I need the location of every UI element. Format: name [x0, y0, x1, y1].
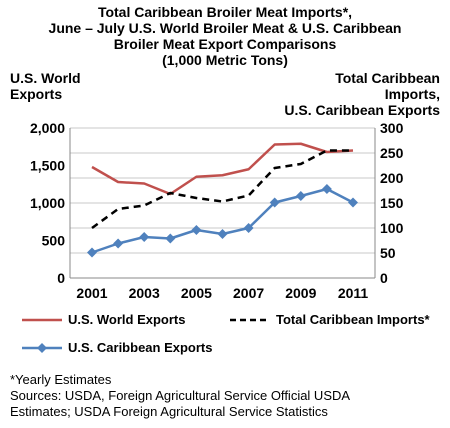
title-line-4: (1,000 Metric Tons): [162, 52, 288, 68]
footnote-line-2: Sources: USDA, Foreign Agricultural Serv…: [10, 388, 351, 403]
data-point-marker: [295, 191, 306, 201]
left-tick-label: 1,500: [30, 158, 65, 174]
legend-label-us-world-exports: U.S. World Exports: [68, 312, 186, 327]
left-axis-label: U.S. World Exports: [10, 70, 81, 102]
x-tick-label: 2009: [285, 285, 316, 301]
data-point-marker: [348, 197, 358, 208]
legend-swatch-dashed-line: [230, 318, 270, 321]
footnote-line-1: *Yearly Estimates: [10, 372, 112, 387]
data-point-marker: [165, 233, 176, 244]
legend-item-us-caribbean-exports: U.S. Caribbean Exports: [22, 340, 212, 355]
left-tick-label: 500: [42, 233, 66, 249]
legend-label-us-caribbean-exports: U.S. Caribbean Exports: [68, 340, 213, 355]
right-axis-label-line-3: U.S. Caribbean Exports: [284, 102, 440, 118]
right-axis-label: Total Caribbean Imports, U.S. Caribbean …: [284, 70, 440, 118]
data-point-marker: [217, 229, 228, 239]
chart-title: Total Caribbean Broiler Meat Imports*, J…: [0, 4, 450, 68]
legend-swatch-blue-marker-line: [22, 342, 62, 353]
title-line-1: Total Caribbean Broiler Meat Imports*,: [97, 4, 353, 20]
x-tick-label: 2001: [76, 285, 107, 301]
left-tick-label: 1,000: [30, 195, 65, 211]
x-tick-label: 2003: [129, 285, 160, 301]
series-line-0: [91, 142, 354, 196]
data-point-marker: [87, 247, 97, 258]
right-tick-label: 200: [380, 170, 404, 186]
legend-label-total-caribbean-imports: Total Caribbean Imports*: [276, 312, 430, 327]
data-point-marker: [243, 223, 254, 233]
right-axis-label-line-2: Imports,: [384, 86, 440, 102]
left-axis-label-line-2: Exports: [10, 86, 63, 102]
x-tick-label: 2007: [233, 285, 264, 301]
data-point-marker: [321, 184, 332, 194]
right-tick-label: 300: [380, 120, 404, 136]
x-tick-label: 2011: [338, 285, 369, 301]
right-tick-label: 250: [380, 145, 404, 161]
data-point-marker: [139, 232, 150, 242]
series-line-2: [91, 187, 354, 254]
footnote-line-3: Estimates; USDA Foreign Agricultural Ser…: [10, 404, 328, 419]
title-line-3: Broiler Meat Export Comparisons: [113, 36, 337, 52]
legend-item-us-world-exports: U.S. World Exports: [22, 312, 186, 327]
footnote: *Yearly Estimates Sources: USDA, Foreign…: [10, 372, 350, 420]
data-point-marker: [113, 238, 124, 249]
left-tick-label: 0: [57, 270, 65, 286]
data-point-marker: [191, 225, 202, 235]
legend-item-total-caribbean-imports: Total Caribbean Imports*: [230, 312, 430, 327]
left-tick-label: 2,000: [30, 120, 65, 136]
right-axis-label-line-1: Total Caribbean: [335, 70, 440, 86]
data-point-marker: [269, 197, 280, 208]
right-tick-label: 0: [380, 270, 388, 286]
left-axis-label-line-1: U.S. World: [10, 70, 81, 86]
legend-swatch-red-line: [22, 318, 62, 321]
series-line-1: [91, 149, 353, 230]
right-tick-label: 50: [380, 245, 396, 261]
right-tick-label: 100: [380, 220, 404, 236]
title-line-2: June – July U.S. World Broiler Meat & U.…: [48, 20, 402, 36]
x-tick-label: 2005: [181, 285, 212, 301]
right-tick-label: 150: [380, 195, 404, 211]
